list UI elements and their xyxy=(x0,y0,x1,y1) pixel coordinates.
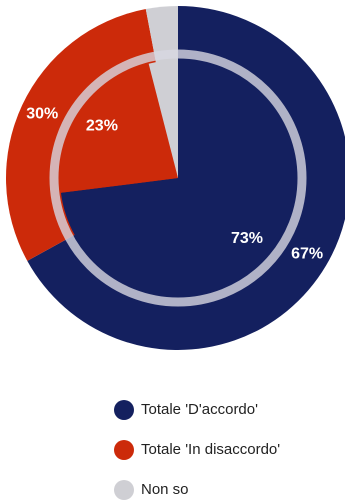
value-label: 30% xyxy=(26,105,58,122)
legend-swatch xyxy=(114,400,134,420)
legend-label: Totale 'In disaccordo' xyxy=(141,441,280,458)
value-label: 73% xyxy=(231,230,263,247)
value-label: 67% xyxy=(291,246,323,263)
legend-swatch xyxy=(114,440,134,460)
pie-slice xyxy=(60,60,296,296)
value-label: 23% xyxy=(86,118,118,135)
legend-label: Non so xyxy=(141,481,189,498)
legend-label: Totale 'D'accordo' xyxy=(141,401,258,418)
ring-separator xyxy=(49,49,307,307)
pie-slice xyxy=(59,63,178,193)
pie-slice xyxy=(148,60,178,178)
legend-swatch xyxy=(114,480,134,500)
